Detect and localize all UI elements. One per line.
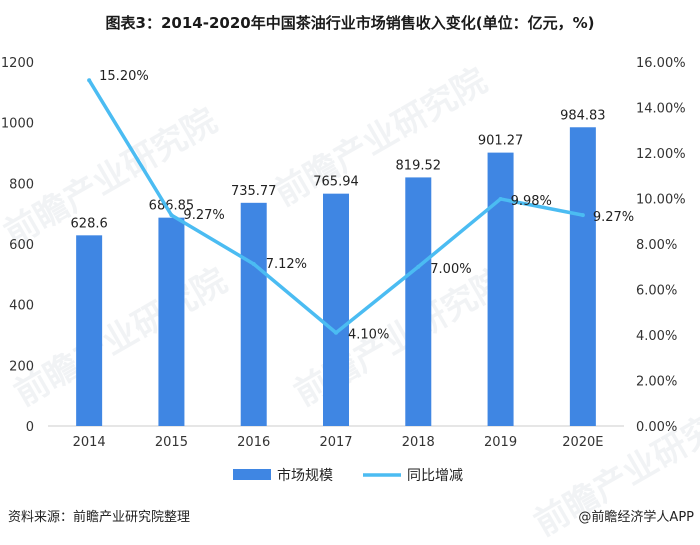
y-right-tick-label: 2.00% (636, 375, 677, 390)
chart-title: 图表3：2014-2020年中国茶油行业市场销售收入变化(单位：亿元，%) (105, 14, 595, 32)
legend-label-bar: 市场规模 (277, 467, 333, 484)
y-right-tick-label: 8.00% (636, 238, 677, 253)
x-tick-label: 2016 (237, 435, 270, 450)
line-value-label: 15.20% (99, 69, 149, 84)
bar (158, 217, 185, 426)
line-point (169, 213, 174, 218)
line-value-label: 4.10% (348, 328, 389, 343)
legend-label-line: 同比增减 (407, 468, 463, 484)
chart-page: 图表3：2014-2020年中国茶油行业市场销售收入变化(单位：亿元，%) 前瞻… (0, 14, 700, 544)
line-point (87, 78, 92, 83)
y-right-tick-label: 16.00% (636, 56, 686, 71)
y-left-tick-label: 1200 (1, 56, 34, 71)
y-left-tick-label: 600 (9, 238, 34, 253)
y-right-tick-label: 14.00% (636, 102, 686, 117)
bar-value-label: 984.83 (560, 108, 606, 123)
bar (240, 202, 267, 426)
line-point (580, 213, 585, 218)
y-right-tick-label: 10.00% (636, 193, 686, 208)
bar (405, 177, 432, 426)
y-left-tick-label: 400 (9, 299, 34, 314)
brand-credit: @前瞻经济学人APP (578, 510, 694, 525)
y-left-tick-label: 800 (9, 177, 34, 192)
y-left-tick-label: 0 (26, 420, 34, 435)
bar-value-label: 735.77 (231, 184, 277, 199)
line-point (416, 264, 421, 269)
bar (569, 127, 596, 426)
line-value-label: 9.27% (593, 210, 634, 225)
bar-value-label: 819.52 (396, 158, 442, 173)
source-note: 资料来源：前瞻产业研究院整理 (8, 510, 191, 525)
y-right-tick-label: 12.00% (636, 147, 686, 162)
line-value-label: 7.12% (266, 257, 307, 272)
x-tick-label: 2014 (73, 435, 106, 450)
bar (76, 235, 103, 426)
y-left-tick-label: 1000 (1, 117, 34, 132)
x-tick-label: 2015 (155, 435, 188, 450)
y-left-tick-label: 200 (9, 359, 34, 374)
x-tick-label: 2017 (319, 435, 352, 450)
bar-value-label: 765.94 (313, 175, 359, 190)
combo-chart: 0 200 400 600 800 1000 1200 0.00% 2.00% 4.00% 6.00… (1, 56, 686, 484)
y-right-tick-label: 0.00% (636, 420, 677, 435)
bar-value-label: 628.6 (71, 216, 108, 231)
line-point (334, 330, 338, 335)
legend-swatch-bar (233, 469, 271, 480)
bar-value-label: 686.85 (149, 199, 195, 214)
line-value-label: 9.98% (511, 194, 552, 209)
x-tick-label: 2018 (402, 435, 435, 450)
bar (323, 193, 349, 426)
y-right-tick-label: 6.00% (636, 284, 677, 299)
y-right-tick-label: 4.00% (636, 329, 677, 344)
line-value-label: 9.27% (183, 208, 224, 223)
line-point (498, 196, 503, 201)
line-value-label: 7.00% (430, 262, 471, 277)
x-tick-label: 2020E (562, 435, 603, 450)
line-point (251, 262, 256, 267)
bar-value-label: 901.27 (478, 134, 524, 149)
x-tick-label: 2019 (484, 435, 517, 450)
